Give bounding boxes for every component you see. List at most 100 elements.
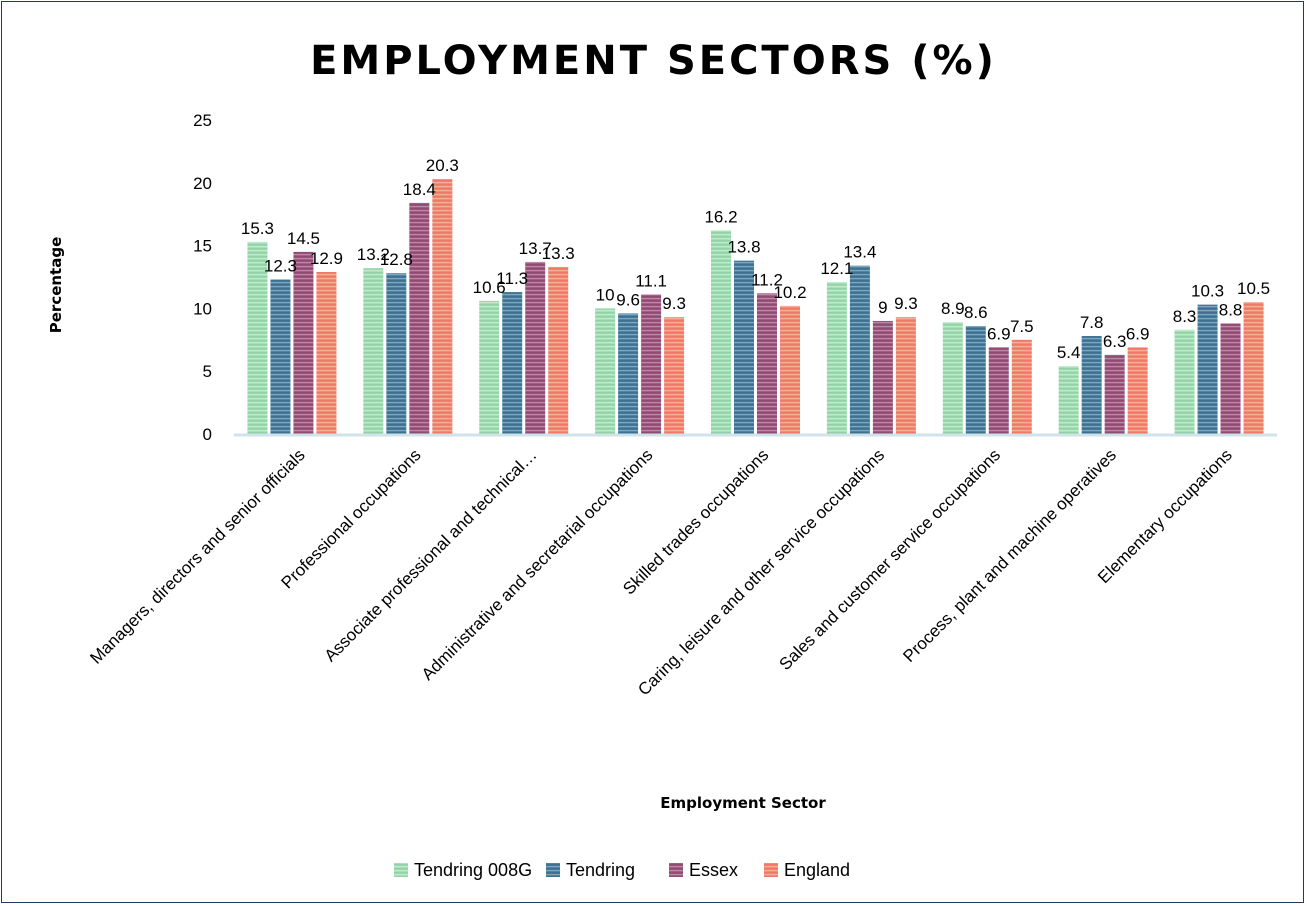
legend: Tendring 008G Tendring Essex England (394, 860, 850, 880)
legend-swatch (394, 863, 408, 877)
data-label: 10.2 (773, 283, 806, 302)
data-label: 16.2 (704, 208, 737, 227)
y-tick-label: 5 (203, 362, 212, 381)
bar (618, 313, 639, 434)
data-label: 10 (596, 285, 615, 304)
data-label: 15.3 (241, 219, 274, 238)
data-label: 9.6 (616, 290, 640, 309)
bar (270, 279, 291, 434)
data-label: 13.4 (843, 243, 876, 262)
bar (664, 317, 685, 434)
bar (316, 271, 337, 434)
data-label: 6.3 (1103, 332, 1127, 351)
bar (965, 325, 986, 434)
data-labels: 15.3 12.3 14.512.9 13.212.8 18.4 20.3 10.611.3… (241, 156, 1270, 362)
bar (1243, 302, 1264, 434)
bar (1174, 329, 1195, 434)
bar (757, 293, 777, 434)
legend-swatch (546, 863, 560, 877)
data-label: 12.8 (380, 250, 413, 269)
bar (432, 179, 453, 434)
data-label: 13.7 (519, 239, 552, 258)
data-label: 12.9 (310, 249, 343, 268)
data-label: 9 (878, 298, 887, 317)
bar (988, 347, 1009, 434)
bar (1127, 347, 1148, 434)
data-label: 6.9 (987, 324, 1011, 343)
data-label: 12.3 (264, 257, 297, 276)
data-label: 12.1 (820, 259, 853, 278)
bar (1220, 323, 1241, 434)
legend-label: Essex (689, 860, 738, 880)
bar (548, 266, 569, 434)
category-label: Associate professional and technical… (321, 445, 541, 665)
category-label: Managers, directors and senior officials (86, 445, 308, 667)
bar (872, 320, 893, 434)
y-tick-label: 15 (193, 237, 212, 256)
bar (942, 322, 963, 434)
data-label: 11.3 (496, 269, 528, 288)
data-label: 13.8 (727, 238, 760, 257)
bar (711, 230, 731, 434)
data-label: 8.9 (941, 299, 965, 318)
category-labels: Managers, directors and senior officials… (86, 445, 1235, 699)
data-label: 8.3 (1173, 307, 1197, 326)
category-label: Caring, leisure and other service occupa… (634, 445, 888, 699)
bar (826, 282, 847, 434)
bar (363, 268, 384, 434)
y-tick-label: 25 (193, 111, 212, 130)
bar (595, 308, 616, 434)
data-label: 13.2 (357, 245, 390, 264)
legend-label: Tendring 008G (414, 860, 532, 880)
bars (247, 179, 1264, 434)
bar (1104, 354, 1125, 434)
bar (293, 251, 314, 434)
legend-swatch (764, 863, 778, 877)
bar (895, 317, 916, 434)
data-label: 9.3 (894, 294, 918, 313)
bar (1058, 366, 1079, 434)
y-tick-label: 0 (203, 425, 212, 444)
bar (1081, 336, 1102, 434)
legend-label: England (784, 860, 850, 880)
category-label: Administrative and secretarial occupatio… (418, 445, 657, 684)
bar (247, 241, 268, 434)
data-label: 6.9 (1126, 324, 1150, 343)
category-label: Process, plant and machine operatives (899, 445, 1120, 666)
data-label: 5.4 (1057, 343, 1081, 362)
bar (479, 300, 500, 434)
data-label: 9.3 (662, 294, 686, 313)
legend-swatch (669, 863, 683, 877)
data-label: 11.2 (751, 270, 783, 289)
data-label: 13.3 (542, 244, 575, 263)
y-tick-label: 20 (193, 174, 212, 193)
y-axis-title: Percentage (47, 237, 65, 334)
bar (409, 202, 430, 434)
bar (1011, 339, 1032, 434)
y-tick-label: 10 (193, 299, 212, 318)
bar (849, 265, 870, 434)
legend-label: Tendring (566, 860, 635, 880)
bar (641, 294, 662, 434)
data-label: 18.4 (403, 180, 436, 199)
data-label: 20.3 (426, 156, 459, 175)
data-label: 8.8 (1219, 300, 1243, 319)
bar (780, 305, 800, 434)
x-axis-title: Employment Sector (660, 794, 826, 812)
bar (734, 260, 754, 434)
data-label: 8.6 (964, 303, 988, 322)
bar (502, 292, 523, 434)
data-label: 11.1 (635, 272, 667, 291)
data-label: 10.6 (473, 278, 506, 297)
data-label: 7.8 (1080, 313, 1104, 332)
bar (525, 261, 546, 434)
bar (1197, 304, 1218, 434)
bar (386, 273, 407, 434)
data-label: 10.5 (1237, 279, 1270, 298)
category-label: Elementary occupations (1094, 445, 1236, 587)
data-label: 14.5 (287, 229, 320, 248)
chart-title: EMPLOYMENT SECTORS (%) (310, 38, 997, 84)
y-axis-ticks: 0 5 10 15 20 25 (193, 111, 212, 444)
